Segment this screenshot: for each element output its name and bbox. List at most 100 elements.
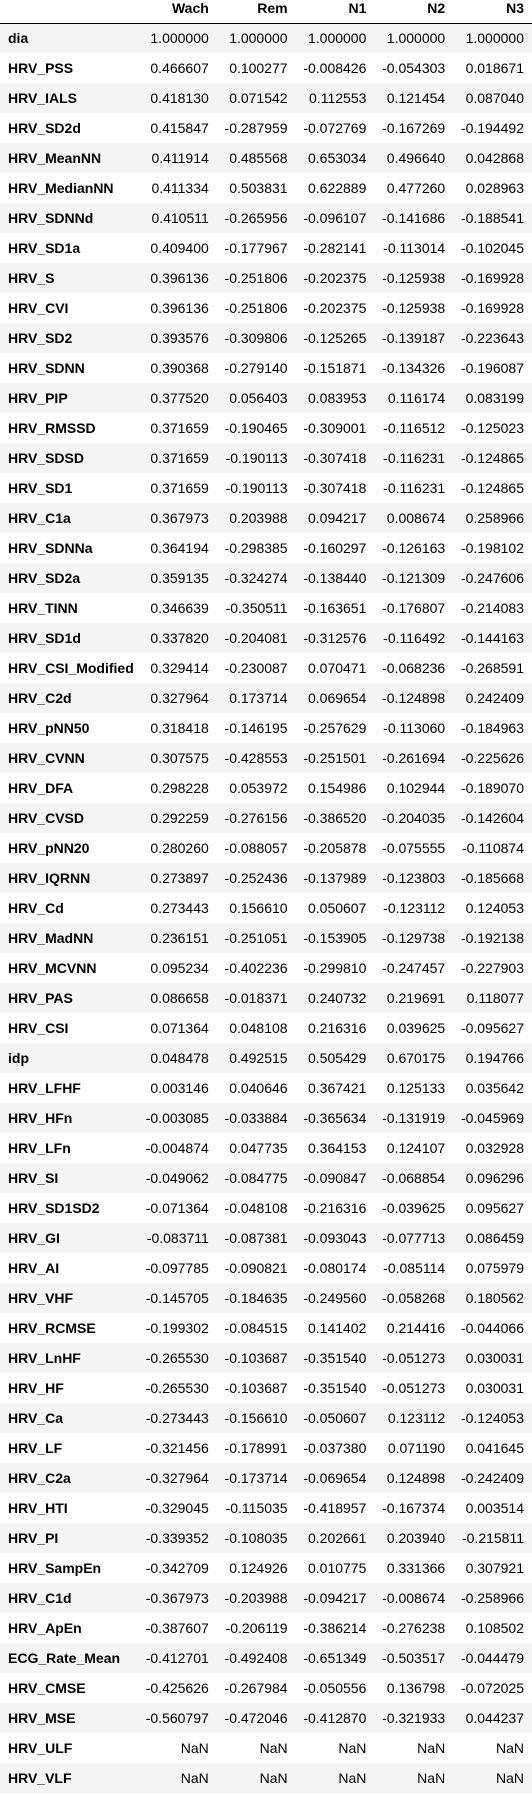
- table-cell: 0.329414: [150, 660, 209, 676]
- table-cell: -0.169928: [460, 270, 524, 286]
- table-cell: -0.412870: [303, 1710, 367, 1726]
- table-cell: -0.169928: [460, 300, 524, 316]
- table-cell: -0.039625: [382, 1200, 446, 1216]
- row-label: HRV_CSI: [8, 1020, 69, 1036]
- table-cell: -0.093043: [303, 1230, 367, 1246]
- table-cell: -0.216316: [303, 1200, 367, 1216]
- table-cell: -0.077713: [382, 1230, 446, 1246]
- table-cell: 0.346639: [150, 600, 209, 616]
- table-cell: -0.173714: [224, 1470, 288, 1486]
- table-row: HRV_S 0.396136 -0.251806 -0.202375 -0.125938…: [0, 263, 532, 293]
- row-label: ECG_Rate_Mean: [8, 1650, 121, 1666]
- table-cell: -0.072025: [460, 1680, 524, 1696]
- table-cell: 0.364153: [307, 1140, 367, 1156]
- table-cell: -0.307418: [303, 450, 367, 466]
- table-cell: -0.160297: [303, 540, 367, 556]
- row-label: dia: [8, 30, 29, 47]
- table-cell: -0.090847: [303, 1170, 367, 1186]
- table-cell: 0.273897: [150, 870, 209, 886]
- table-row: HRV_SDNN 0.390368 -0.279140 -0.151871 -0.134…: [0, 353, 532, 383]
- row-label: HRV_SDNNa: [8, 540, 93, 556]
- table-cell: -0.051273: [382, 1350, 446, 1366]
- table-cell: -0.428553: [224, 750, 288, 766]
- table-row: HRV_PAS 0.086658 -0.018371 0.240732 0.219691…: [0, 983, 532, 1013]
- table-cell: -0.215811: [461, 1530, 524, 1546]
- table-cell: -0.142604: [460, 810, 524, 826]
- table-cell: 0.083953: [307, 390, 367, 406]
- table-row: HRV_IQRNN 0.273897 -0.252436 -0.137989 -0.12…: [0, 863, 532, 893]
- row-label: HRV_pNN50: [8, 720, 90, 736]
- table-cell: -0.402236: [224, 960, 288, 976]
- table-cell: 0.273443: [150, 900, 209, 916]
- table-cell: -0.072769: [303, 120, 367, 136]
- table-row: HRV_MCVNN 0.095234 -0.402236 -0.299810 -0.24…: [0, 953, 532, 983]
- table-cell: -0.103687: [224, 1380, 288, 1396]
- table-row: HRV_CVI 0.396136 -0.251806 -0.202375 -0.1259…: [0, 293, 532, 323]
- table-cell: -0.102045: [460, 240, 524, 256]
- table-cell: -0.116512: [383, 420, 446, 436]
- row-label: HRV_SD2d: [8, 120, 81, 136]
- table-row: HRV_SampEn -0.342709 0.124926 0.010775 0.331…: [0, 1553, 532, 1583]
- table-cell: -0.124053: [460, 1410, 524, 1426]
- table-cell: 0.307921: [465, 1560, 524, 1576]
- table-cell: -0.124898: [382, 690, 446, 706]
- table-cell: 0.236151: [150, 930, 209, 946]
- table-cell: 0.240732: [307, 990, 367, 1006]
- table-cell: -0.321933: [382, 1710, 446, 1726]
- table-cell: 0.194766: [465, 1050, 524, 1066]
- table-row: HRV_MedianNN 0.411334 0.503831 0.622889 0.47…: [0, 173, 532, 203]
- table-cell: -0.116231: [383, 480, 446, 496]
- table-row: dia 1.000000 1.000000 1.000000 1.000000 1.000…: [0, 23, 532, 53]
- table-cell: 0.048108: [229, 1020, 288, 1036]
- table-cell: -0.080174: [303, 1260, 367, 1276]
- table-cell: -0.279140: [224, 360, 288, 376]
- table-row: HRV_SD1a 0.409400 -0.177967 -0.282141 -0.113…: [0, 233, 532, 263]
- table-cell: 0.124053: [465, 900, 524, 916]
- table-cell: -0.287959: [224, 120, 288, 136]
- table-cell: 0.367973: [150, 510, 209, 526]
- table-cell: -0.151871: [303, 360, 367, 376]
- row-label: HRV_DFA: [8, 780, 74, 796]
- table-cell: -0.137989: [303, 870, 367, 886]
- table-cell: -0.123112: [383, 900, 446, 916]
- table-cell: NaN: [495, 1740, 524, 1756]
- table-cell: -0.037380: [303, 1440, 367, 1456]
- table-cell: -0.167374: [382, 1500, 446, 1516]
- table-row: HRV_ULF NaN NaN NaN NaN NaN: [0, 1733, 532, 1763]
- table-cell: NaN: [338, 1770, 367, 1786]
- table-cell: 0.124107: [386, 1140, 446, 1156]
- table-cell: -0.202375: [303, 300, 367, 316]
- table-cell: 1.000000: [307, 30, 367, 47]
- table-row: HRV_RMSSD 0.371659 -0.190465 -0.309001 -0.11…: [0, 413, 532, 443]
- table-cell: -0.282141: [303, 240, 367, 256]
- table-cell: -0.425626: [145, 1680, 209, 1696]
- column-header: Rem: [216, 0, 296, 24]
- table-cell: -0.321456: [145, 1440, 209, 1456]
- table-cell: -0.189070: [460, 780, 524, 796]
- table-cell: -0.084775: [224, 1170, 288, 1186]
- table-cell: 0.156610: [229, 900, 288, 916]
- table-cell: -0.054303: [382, 60, 446, 76]
- table-row: HRV_ApEn -0.387607 -0.206119 -0.386214 -0.27…: [0, 1613, 532, 1643]
- table-cell: -0.339352: [145, 1530, 209, 1546]
- table-cell: 0.258966: [465, 510, 524, 526]
- row-label: HRV_CVNN: [8, 750, 85, 766]
- table-cell: -0.185668: [460, 870, 524, 886]
- row-label: HRV_HFn: [8, 1110, 73, 1126]
- table-cell: 0.411914: [151, 150, 209, 166]
- table-cell: -0.088057: [224, 840, 288, 856]
- table-cell: 0.505429: [307, 1050, 367, 1066]
- table-cell: 0.327964: [150, 690, 209, 706]
- table-cell: 0.477260: [386, 180, 446, 196]
- table-cell: -0.083711: [146, 1230, 209, 1246]
- table-cell: 0.415847: [150, 120, 209, 136]
- table-cell: 0.670175: [386, 1050, 446, 1066]
- table-cell: -0.075555: [382, 840, 446, 856]
- table-row: HRV_VLF NaN NaN NaN NaN NaN: [0, 1763, 532, 1793]
- table-row: HRV_MSE -0.560797 -0.472046 -0.412870 -0.321…: [0, 1703, 532, 1733]
- table-row: HRV_C2a -0.327964 -0.173714 -0.069654 0.1248…: [0, 1463, 532, 1493]
- table-cell: -0.327964: [145, 1470, 209, 1486]
- table-cell: NaN: [180, 1770, 209, 1786]
- table-cell: -0.113060: [383, 720, 446, 736]
- table-row: HRV_Ca -0.273443 -0.156610 -0.050607 0.12311…: [0, 1403, 532, 1433]
